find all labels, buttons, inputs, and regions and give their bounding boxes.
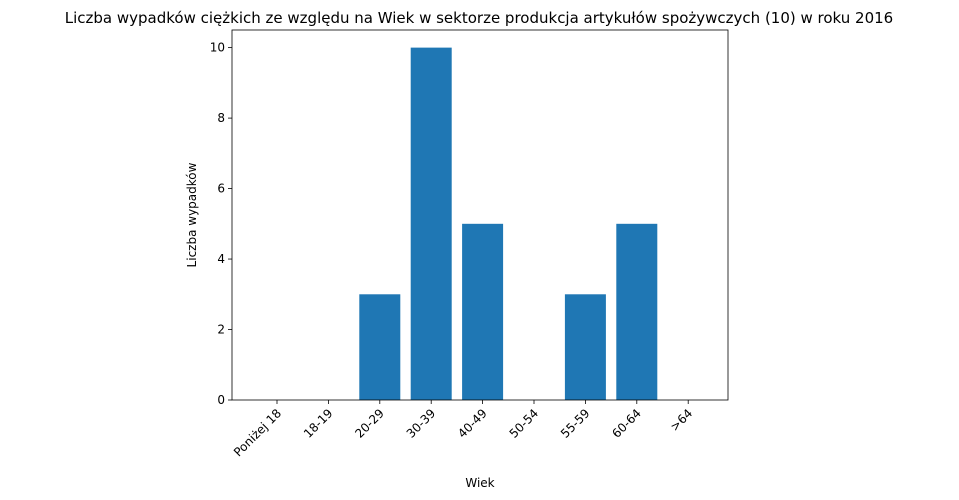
x-tick-label-6: 55-59 (558, 406, 593, 441)
x-axis-ticks: Poniżej 18 18-19 20-29 30-39 40-49 50-54 55-59… (231, 400, 695, 459)
y-tick-label-2: 4 (217, 252, 225, 266)
y-tick-label-0: 0 (217, 393, 225, 407)
bar-3 (410, 47, 452, 401)
bar-4 (462, 223, 504, 400)
y-tick-label-4: 8 (217, 111, 225, 125)
x-tick-label-1: 18-19 (301, 406, 336, 441)
x-tick-label-7: 60-64 (609, 406, 644, 441)
x-tick-label-4: 40-49 (455, 406, 490, 441)
y-tick-label-5: 10 (210, 41, 225, 55)
chart-title: Liczba wypadków ciężkich ze względu na W… (65, 9, 893, 27)
bars-group (359, 47, 658, 401)
y-tick-label-3: 6 (217, 182, 225, 196)
y-axis-ticks: 0 2 4 6 8 10 (210, 41, 232, 407)
x-axis-label: Wiek (465, 476, 494, 490)
plot-frame (231, 29, 729, 401)
x-tick-label-2: 20-29 (352, 406, 387, 441)
y-tick-label-1: 2 (217, 323, 225, 337)
y-axis-label: Liczba wypadków (185, 162, 199, 267)
x-tick-label-0: Poniżej 18 (231, 406, 284, 459)
x-tick-label-3: 30-39 (404, 406, 439, 441)
bar-6 (564, 294, 606, 400)
x-tick-label-8: >64 (668, 406, 696, 434)
x-tick-label-5: 50-54 (507, 406, 542, 441)
bar-7 (616, 223, 658, 400)
bar-2 (359, 294, 401, 400)
